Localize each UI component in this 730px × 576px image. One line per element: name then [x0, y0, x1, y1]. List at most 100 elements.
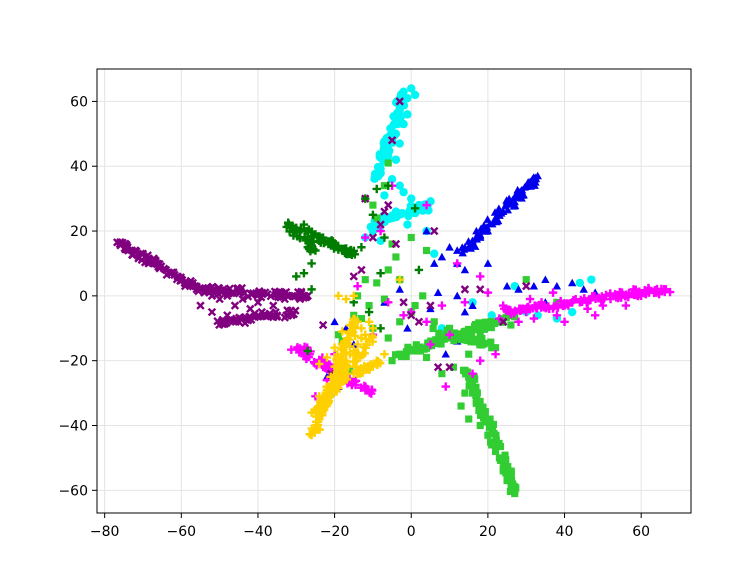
- scatter-point: [428, 338, 436, 346]
- scatter-point: [403, 93, 412, 103]
- scatter-point: [447, 334, 455, 342]
- scatter-point: [485, 424, 493, 432]
- scatter-point: [461, 327, 469, 336]
- scatter-point: [346, 366, 354, 374]
- scatter-point: [311, 246, 320, 255]
- plot-frame: [96, 68, 692, 514]
- scatter-point: [515, 305, 524, 314]
- scatter-point: [207, 307, 217, 317]
- scatter-point: [402, 348, 410, 356]
- scatter-point: [491, 213, 500, 222]
- scatter-point: [391, 239, 401, 249]
- scatter-point: [479, 404, 487, 412]
- scatter-point: [177, 275, 186, 284]
- scatter-point: [410, 204, 420, 213]
- scatter-point: [280, 294, 289, 304]
- scatter-point: [311, 424, 320, 433]
- x-tick-label: 0: [407, 524, 416, 540]
- y-tick-label: 60: [70, 94, 88, 110]
- scatter-point: [295, 294, 305, 304]
- scatter-point: [468, 301, 477, 309]
- scatter-point: [407, 311, 416, 320]
- scatter-point: [533, 171, 542, 180]
- scatter-point: [472, 322, 480, 330]
- scatter-point: [488, 441, 496, 449]
- scatter-point: [462, 336, 470, 344]
- scatter-point: [461, 366, 469, 374]
- scatter-point: [214, 283, 224, 293]
- scatter-point: [665, 287, 675, 297]
- scatter-point: [407, 194, 416, 203]
- scatter-point: [594, 294, 604, 303]
- scatter-point: [345, 320, 355, 330]
- scatter-point: [568, 278, 577, 287]
- scatter-point: [223, 311, 232, 320]
- scatter-point: [525, 294, 535, 304]
- scatter-point: [489, 420, 498, 428]
- scatter-point: [301, 236, 311, 245]
- scatter-point: [387, 174, 397, 184]
- scatter-point: [476, 356, 485, 365]
- scatter-point: [257, 307, 266, 317]
- scatter-point: [399, 298, 408, 307]
- scatter-point: [345, 249, 355, 258]
- scatter-point: [180, 281, 190, 291]
- scatter-point: [468, 389, 477, 397]
- scatter-point: [522, 281, 531, 291]
- scatter-point: [330, 317, 339, 326]
- scatter-point: [490, 319, 498, 328]
- scatter-point: [384, 298, 393, 307]
- scatter-point: [330, 243, 339, 252]
- scatter-point: [261, 288, 270, 297]
- scatter-point: [404, 343, 412, 351]
- scatter-point: [474, 335, 482, 344]
- scatter-point: [430, 259, 439, 267]
- scatter-point: [357, 314, 365, 323]
- scatter-point: [361, 330, 370, 339]
- scatter-point: [636, 291, 646, 301]
- scatter-point: [598, 301, 608, 310]
- scatter-point: [253, 291, 262, 300]
- scatter-point: [503, 205, 512, 214]
- scatter-point: [483, 288, 493, 297]
- scatter-point: [361, 276, 369, 284]
- scatter-point: [476, 233, 485, 241]
- scatter-point: [395, 97, 404, 106]
- scatter-point: [488, 344, 496, 352]
- scatter-point: [188, 278, 198, 288]
- scatter-point: [475, 398, 483, 406]
- scatter-point: [503, 470, 511, 478]
- scatter-point: [333, 357, 342, 367]
- scatter-point: [300, 352, 309, 361]
- scatter-point: [479, 221, 489, 229]
- scatter-point: [399, 187, 408, 197]
- scatter-point: [438, 370, 446, 378]
- scatter-point: [659, 285, 669, 294]
- scatter-point: [338, 327, 347, 336]
- scatter-point: [334, 291, 343, 301]
- scatter-point: [411, 302, 419, 310]
- scatter-point: [430, 226, 439, 236]
- scatter-point: [503, 477, 511, 485]
- x-tick-label: 40: [556, 524, 574, 540]
- scatter-point: [386, 124, 395, 133]
- scatter-point: [488, 219, 497, 228]
- scatter-point: [138, 249, 148, 258]
- scatter-point: [391, 155, 401, 164]
- scatter-point: [341, 356, 351, 365]
- scatter-point: [392, 116, 402, 125]
- scatter-series: [113, 97, 531, 378]
- scatter-series: [322, 171, 600, 397]
- scatter-point: [385, 213, 394, 223]
- scatter-point: [384, 159, 392, 167]
- scatter-point: [334, 331, 343, 339]
- scatter-point: [299, 220, 309, 229]
- scatter-point: [579, 285, 588, 293]
- scatter-point: [270, 311, 279, 320]
- scatter-point: [339, 342, 349, 351]
- scatter-point: [590, 311, 600, 320]
- scatter-point: [380, 233, 389, 242]
- scatter-point: [395, 103, 404, 113]
- scatter-point: [504, 463, 512, 471]
- scatter-point: [381, 145, 390, 154]
